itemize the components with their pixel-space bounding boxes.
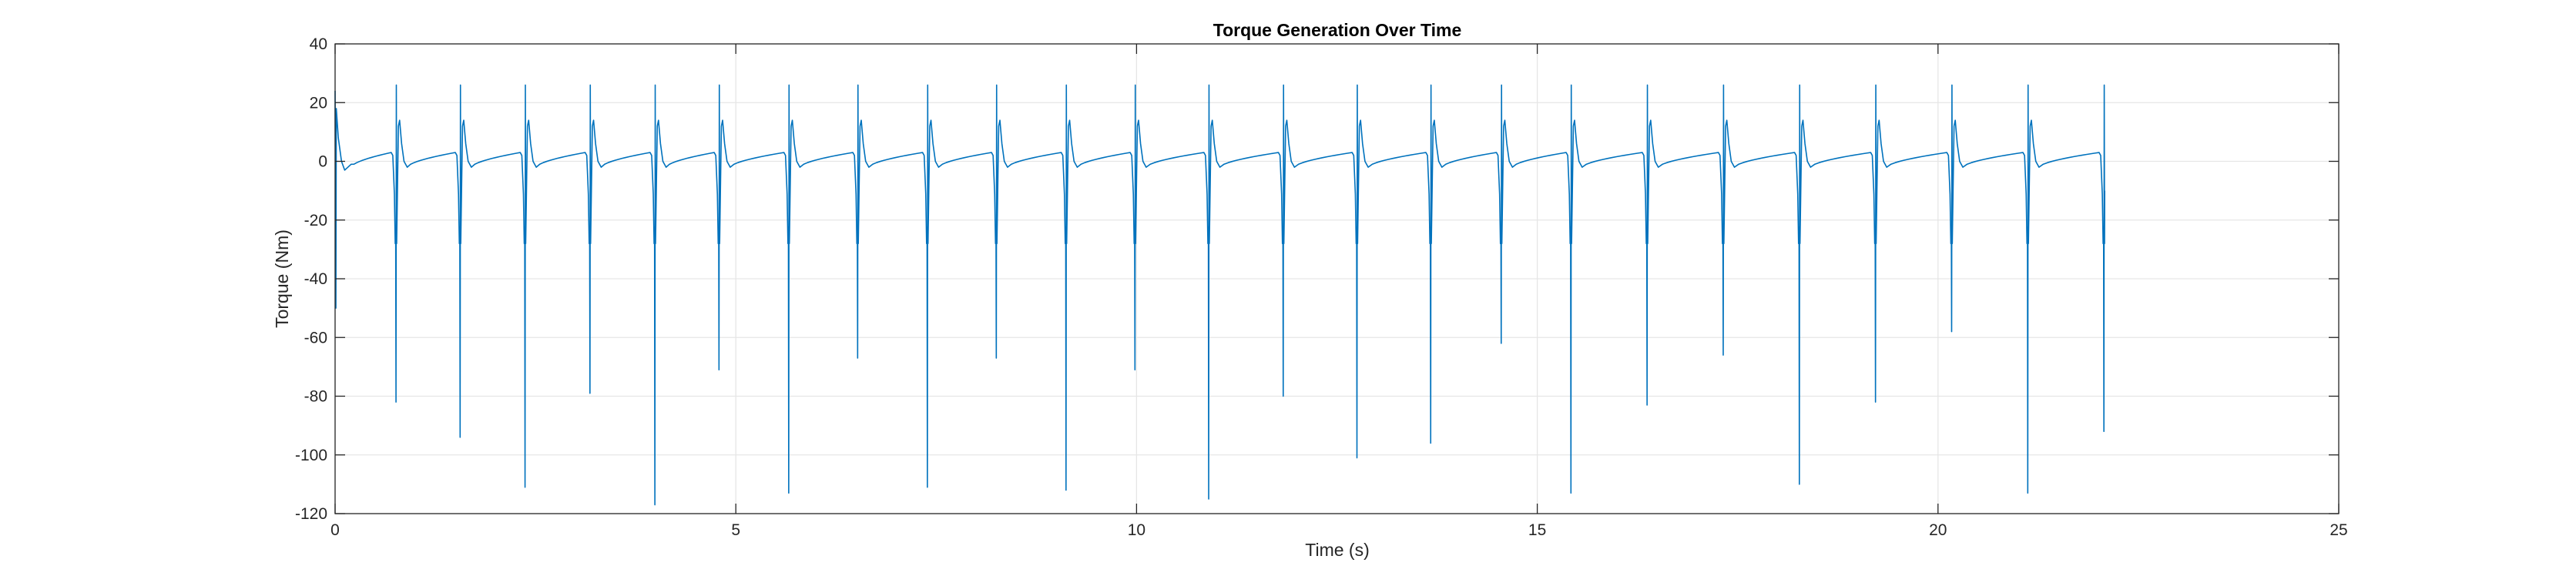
- axis-ticks: [334, 43, 2340, 514]
- y-tick-label: -100: [295, 447, 327, 464]
- x-tick-label: 20: [1929, 521, 1947, 539]
- y-tick-labels: -120 -100 -80 -60 -40 -20 0 20 40: [295, 35, 327, 523]
- y-tick-label: -60: [304, 329, 327, 347]
- torque-series-line: [334, 84, 2105, 506]
- x-tick-labels: 0 5 10 15 20 25: [330, 521, 2348, 539]
- x-tick-label: 10: [1128, 521, 1145, 539]
- y-tick-label: -20: [304, 212, 327, 229]
- y-tick-label: 20: [310, 94, 327, 112]
- x-tick-label: 25: [2329, 521, 2347, 539]
- y-tick-label: -40: [304, 270, 327, 288]
- chart-title: Torque Generation Over Time: [1213, 20, 1462, 40]
- x-tick-label: 5: [731, 521, 740, 539]
- y-axis-label: Torque (Nm): [272, 229, 292, 328]
- y-tick-label: -120: [295, 505, 327, 523]
- x-tick-label: 0: [330, 521, 340, 539]
- y-tick-label: 40: [310, 35, 327, 53]
- x-axis-label: Time (s): [1305, 540, 1369, 560]
- x-tick-label: 15: [1528, 521, 1546, 539]
- y-tick-label: 0: [318, 153, 327, 171]
- y-tick-label: -80: [304, 388, 327, 406]
